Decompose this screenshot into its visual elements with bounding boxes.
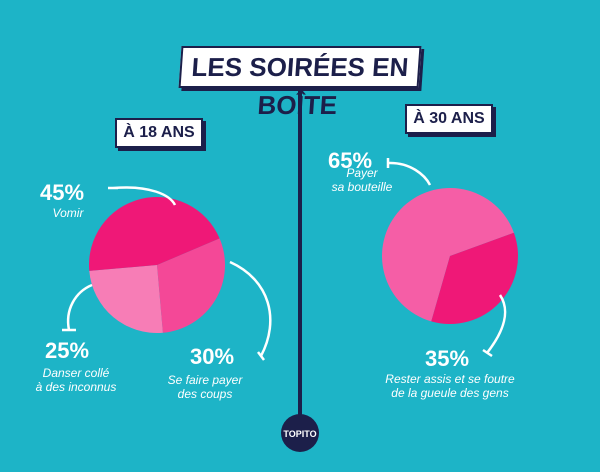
category-label: Se faire payer des coups: [167, 373, 243, 401]
value-label: 30%: [190, 344, 235, 369]
category-label: Payer sa bouteille: [331, 166, 393, 194]
pie-slice: [382, 187, 514, 322]
logo-badge: [281, 414, 319, 452]
category-label: Danser collé à des inconnus: [35, 366, 117, 394]
value-label: 65%: [328, 148, 373, 173]
pie-slice: [431, 232, 518, 324]
logo: TOPITO: [283, 429, 316, 439]
category-label: Rester assis et se foutre de la gueule d…: [385, 372, 515, 400]
pie-slice: [157, 238, 226, 333]
value-label: 35%: [425, 346, 470, 371]
pie-title: À 30 ANS: [405, 104, 493, 134]
category-label: Vomir: [52, 206, 84, 220]
value-label: 45%: [40, 180, 85, 205]
value-label: 25%: [45, 338, 90, 363]
title: LES SOIRÉES EN BOÎTE: [178, 46, 422, 120]
pie-slice: [89, 265, 163, 334]
connectors: [62, 158, 507, 361]
pie-title: À 18 ANS: [115, 118, 203, 148]
pie-slice: [88, 197, 220, 271]
